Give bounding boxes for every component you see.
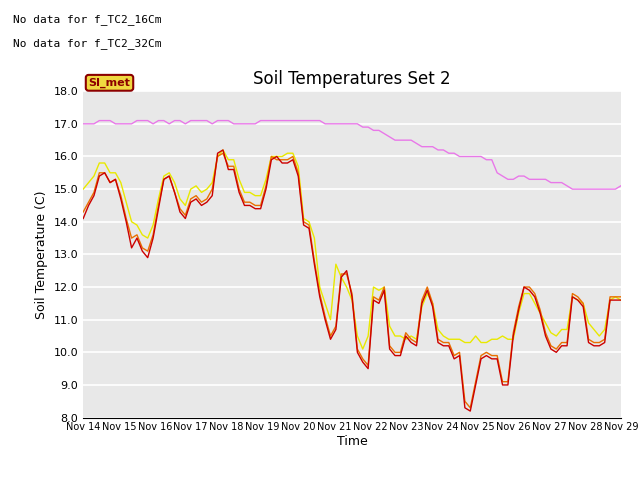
Text: SI_met: SI_met — [88, 78, 131, 88]
Text: No data for f_TC2_32Cm: No data for f_TC2_32Cm — [13, 38, 161, 49]
Text: No data for f_TC2_16Cm: No data for f_TC2_16Cm — [13, 14, 161, 25]
Y-axis label: Soil Temperature (C): Soil Temperature (C) — [35, 190, 48, 319]
X-axis label: Time: Time — [337, 435, 367, 448]
Title: Soil Temperatures Set 2: Soil Temperatures Set 2 — [253, 70, 451, 88]
